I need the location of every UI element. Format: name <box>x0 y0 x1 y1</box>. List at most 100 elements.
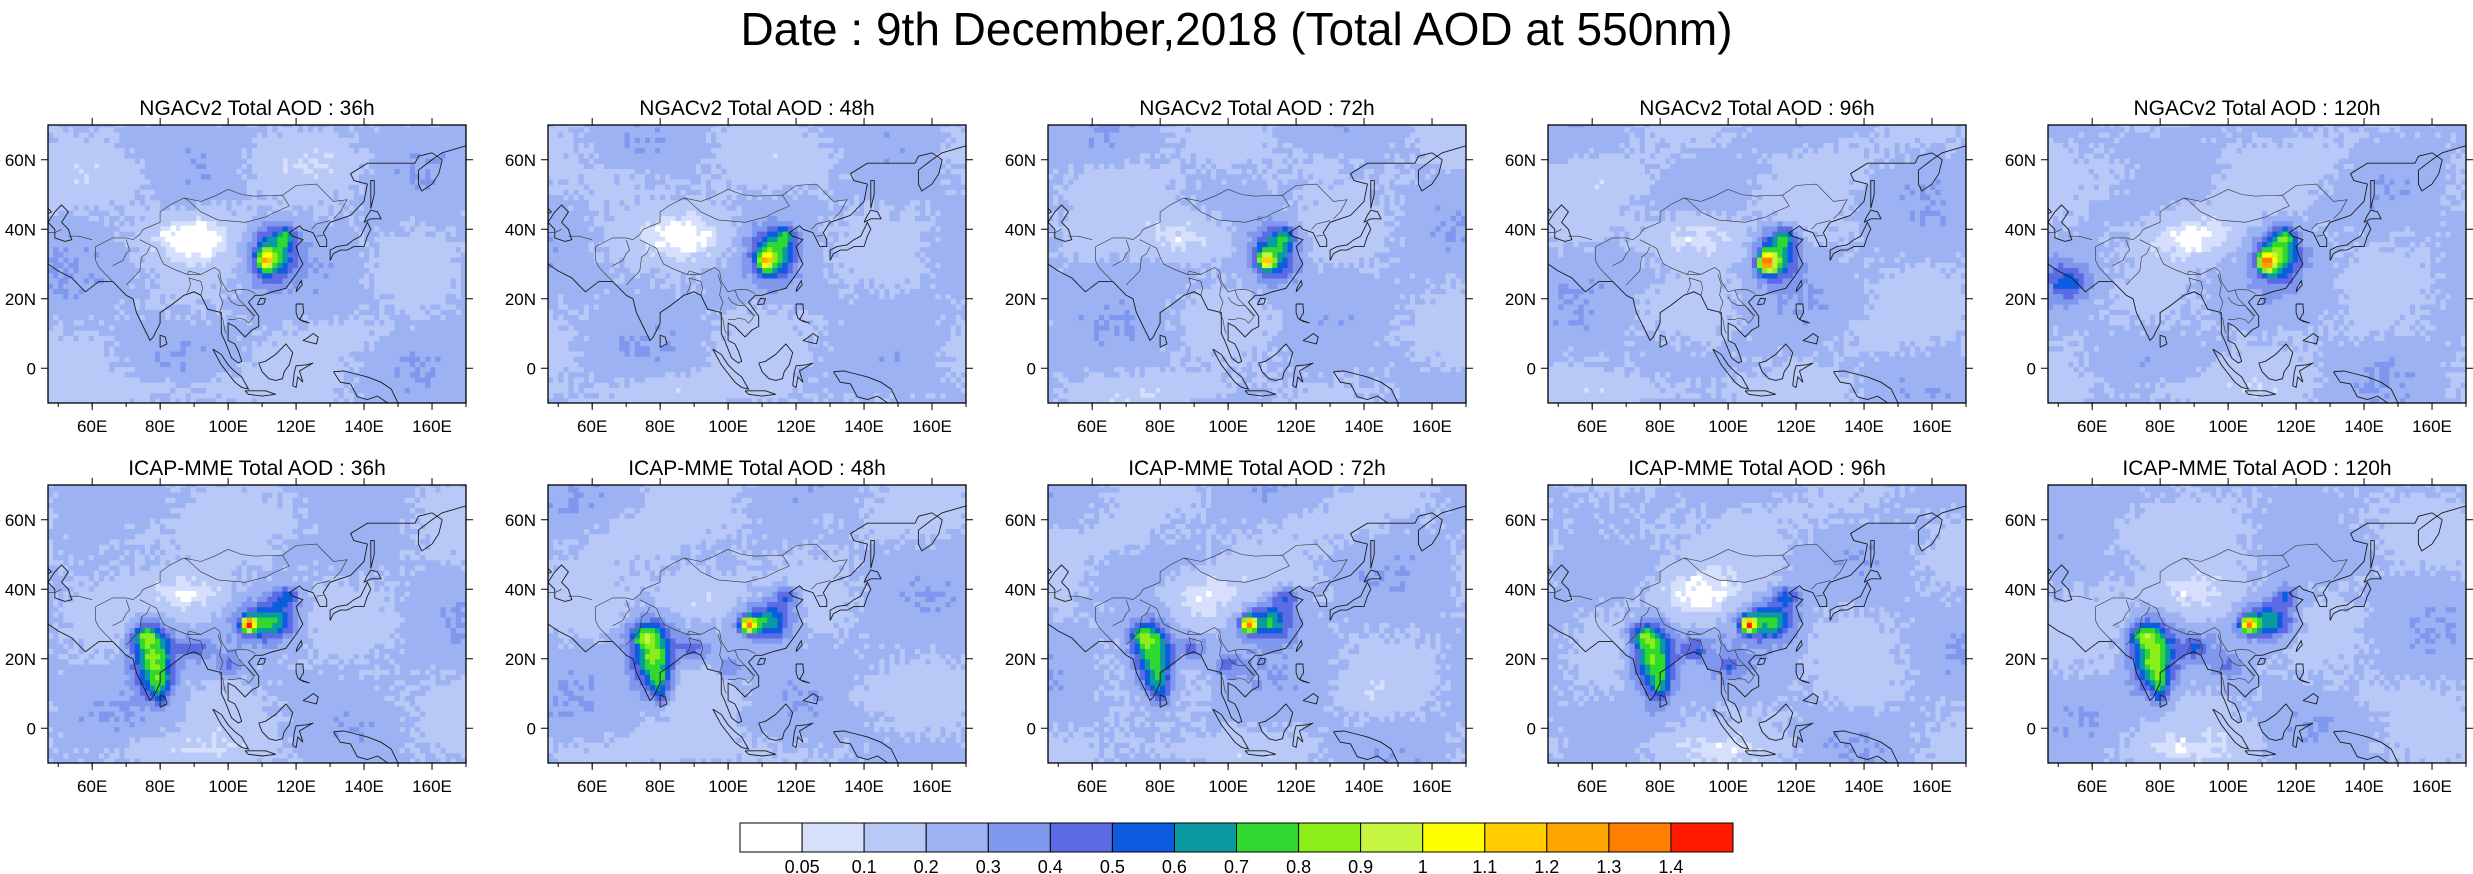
panel-title: NGACv2 Total AOD : 120h <box>2133 97 2380 120</box>
panel-title: ICAP-MME Total AOD : 72h <box>1128 457 1386 480</box>
aod-field <box>1548 125 1966 403</box>
country-borders <box>2048 543 2348 694</box>
colorbar-swatch <box>863 822 927 853</box>
lon-tick-label: 160E <box>1412 777 1452 796</box>
lat-tick-label: 0 <box>2027 359 2036 378</box>
colorbar-swatch <box>1360 822 1424 853</box>
lon-tick-label: 140E <box>2344 777 2384 796</box>
lat-tick-label: 40N <box>2005 580 2036 599</box>
lon-tick-label: 80E <box>1145 777 1175 796</box>
coastlines <box>48 505 466 763</box>
lon-tick-label: 100E <box>1208 777 1248 796</box>
aod-field <box>548 125 966 403</box>
lon-tick-label: 120E <box>2276 417 2316 436</box>
panel-title: NGACv2 Total AOD : 72h <box>1139 97 1374 120</box>
lon-tick-label: 160E <box>1912 777 1952 796</box>
country-borders <box>1548 183 1848 334</box>
lat-tick-label: 0 <box>2027 719 2036 738</box>
lat-tick-label: 40N <box>5 580 36 599</box>
lon-tick-label: 100E <box>708 417 748 436</box>
colorbar-label: 0.05 <box>785 857 820 874</box>
lat-tick-label: 0 <box>27 719 36 738</box>
lat-tick-label: 40N <box>505 580 536 599</box>
lon-tick-label: 60E <box>1077 777 1107 796</box>
lon-tick-label: 80E <box>145 777 175 796</box>
colorbar-swatch <box>1111 822 1176 853</box>
lon-tick-label: 140E <box>344 417 384 436</box>
lon-tick-label: 120E <box>1776 777 1816 796</box>
aod-field <box>48 125 466 403</box>
colorbar: 0.05 0.1 0.2 0.3 0.4 0.5 0.6 0.7 0.8 0.9 1 1.1 1.2 1.… <box>739 822 1734 874</box>
colorbar-label: 0.5 <box>1100 857 1125 874</box>
lon-tick-label: 60E <box>77 777 107 796</box>
lon-tick-label: 60E <box>2077 777 2107 796</box>
colorbar-swatch <box>1546 822 1610 853</box>
figure-title: Date : 9th December,2018 (Total AOD at 5… <box>0 2 2473 56</box>
country-borders <box>548 183 848 334</box>
colorbar-swatch <box>1173 822 1238 853</box>
lat-tick-label: 60N <box>1005 511 1036 530</box>
lon-tick-label: 80E <box>1645 417 1675 436</box>
lon-tick-label: 140E <box>844 417 884 436</box>
country-borders <box>1548 543 1848 694</box>
country-borders <box>2048 183 2348 334</box>
aod-field <box>2048 485 2466 763</box>
lat-tick-label: 0 <box>1527 719 1536 738</box>
lat-tick-label: 60N <box>505 511 536 530</box>
colorbar-swatch <box>987 822 1051 853</box>
aod-field <box>48 485 466 763</box>
lon-tick-label: 60E <box>2077 417 2107 436</box>
coastlines <box>2048 505 2466 763</box>
lat-tick-label: 20N <box>1005 650 1036 669</box>
lon-tick-label: 140E <box>2344 417 2384 436</box>
lon-tick-label: 160E <box>412 417 452 436</box>
lat-tick-label: 40N <box>505 220 536 239</box>
panel-title: NGACv2 Total AOD : 96h <box>1639 97 1874 120</box>
coastlines <box>1048 145 1466 403</box>
lat-tick-label: 40N <box>2005 220 2036 239</box>
coastlines <box>1548 145 1966 403</box>
colorbar-label: 1 <box>1418 857 1428 874</box>
lon-tick-label: 160E <box>1912 417 1952 436</box>
lat-tick-label: 20N <box>505 650 536 669</box>
colorbar-swatch <box>739 822 803 853</box>
lat-tick-label: 60N <box>505 151 536 170</box>
lat-tick-label: 60N <box>2005 151 2036 170</box>
map-frame <box>2047 124 2467 404</box>
panel-title: NGACv2 Total AOD : 36h <box>139 97 374 120</box>
map-panel-3: NGACv2 Total AOD : 72h 60E 80E 100E 120E 140E… <box>1005 97 1473 436</box>
map-frame <box>2047 484 2467 764</box>
lat-tick-label: 60N <box>1505 151 1536 170</box>
lat-tick-label: 20N <box>5 290 36 309</box>
colorbar-label: 0.9 <box>1348 857 1373 874</box>
lat-tick-label: 20N <box>505 290 536 309</box>
lon-tick-label: 80E <box>645 417 675 436</box>
colorbar-label: 1.1 <box>1472 857 1497 874</box>
colorbar-label: 0.8 <box>1286 857 1311 874</box>
lon-tick-label: 140E <box>1844 777 1884 796</box>
map-panel-10: ICAP-MME Total AOD : 120h 60E 80E 100E 120E 1… <box>2005 457 2473 796</box>
map-frame <box>1547 484 1967 764</box>
map-frame <box>547 484 967 764</box>
colorbar-label: 1.2 <box>1534 857 1559 874</box>
lon-tick-label: 160E <box>912 777 952 796</box>
colorbar-swatch <box>1484 822 1548 853</box>
map-panel-5: NGACv2 Total AOD : 120h 60E 80E 100E 120E 140… <box>2005 97 2473 436</box>
lon-tick-label: 60E <box>1077 417 1107 436</box>
lon-tick-label: 120E <box>776 417 816 436</box>
map-panel-2: NGACv2 Total AOD : 48h 60E 80E 100E 120E 140E… <box>505 97 973 436</box>
aod-field <box>548 485 966 763</box>
lat-tick-label: 60N <box>5 151 36 170</box>
lon-tick-label: 120E <box>276 417 316 436</box>
coastlines <box>548 145 966 403</box>
coastlines <box>1548 505 1966 763</box>
map-panel-7: ICAP-MME Total AOD : 48h 60E 80E 100E 120E 14… <box>505 457 973 796</box>
country-borders <box>548 543 848 694</box>
map-frame <box>547 124 967 404</box>
lat-tick-label: 20N <box>1005 290 1036 309</box>
lon-tick-label: 120E <box>2276 777 2316 796</box>
lat-tick-label: 60N <box>5 511 36 530</box>
panel-title: ICAP-MME Total AOD : 96h <box>1628 457 1886 480</box>
lon-tick-label: 120E <box>276 777 316 796</box>
